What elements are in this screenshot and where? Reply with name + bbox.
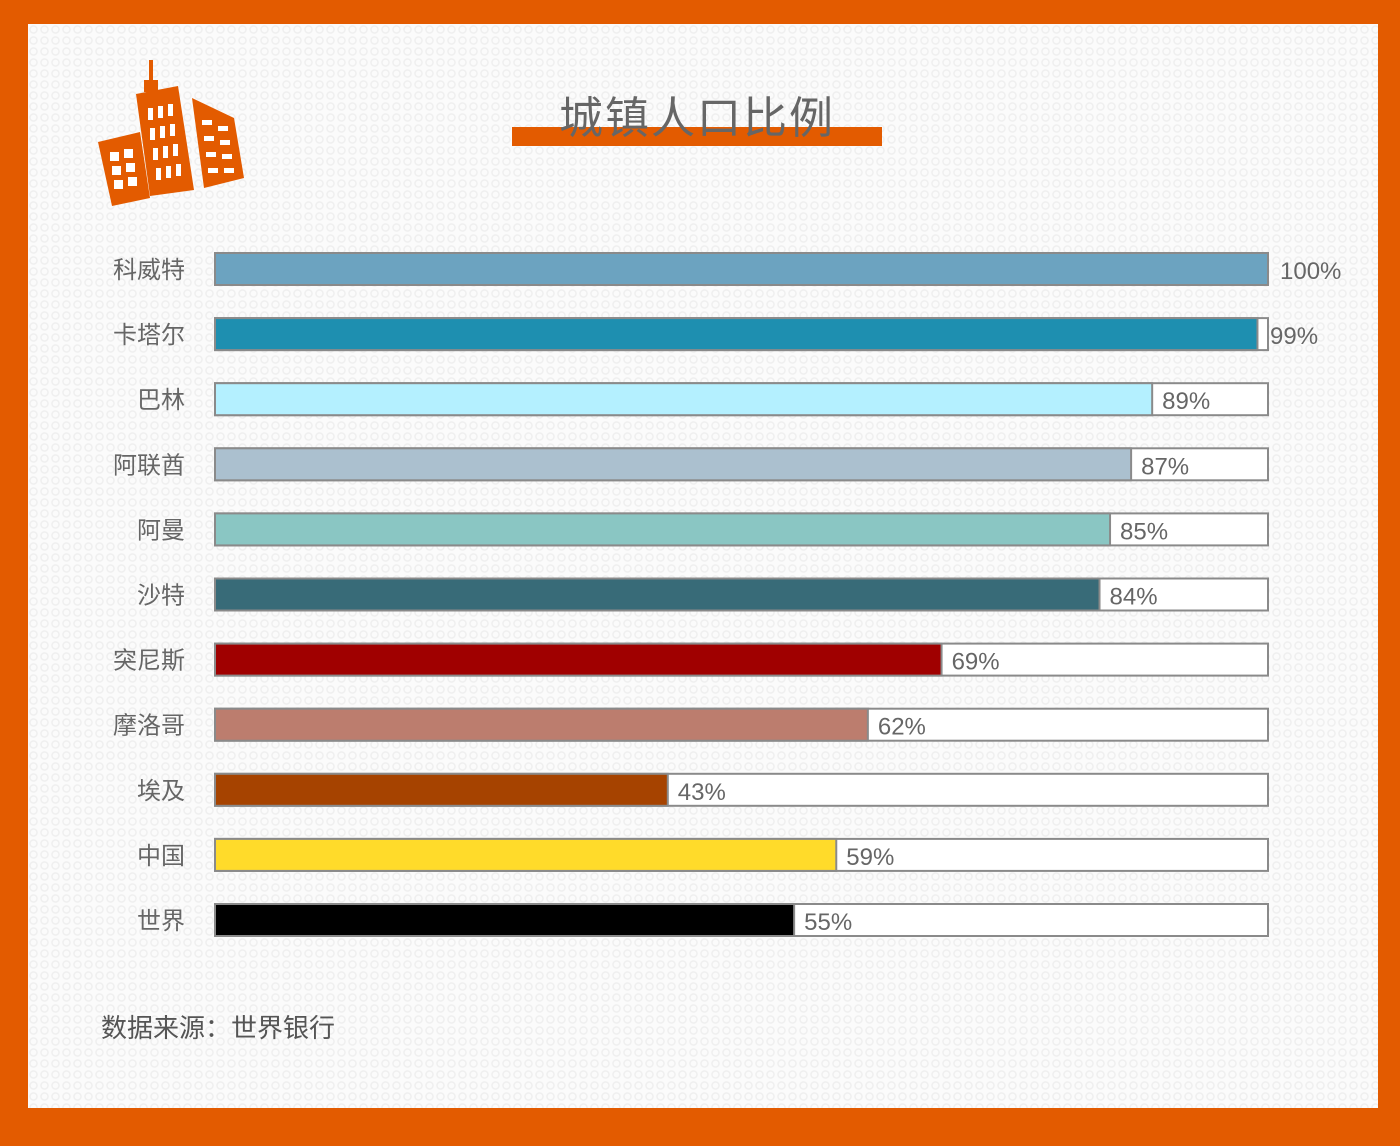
- category-label: 埃及: [137, 777, 185, 805]
- category-label: 沙特: [137, 582, 185, 610]
- category-label: 巴林: [137, 386, 185, 414]
- bar: [214, 447, 1133, 482]
- data-label: 69%: [952, 649, 1000, 676]
- data-label: 59%: [846, 844, 894, 871]
- category-label: 科威特: [113, 256, 185, 284]
- bar: [214, 837, 838, 872]
- category-label: 阿曼: [137, 516, 185, 544]
- bar: [214, 382, 1154, 417]
- data-label: 89%: [1162, 388, 1210, 415]
- bar: [214, 707, 869, 742]
- bar: [214, 903, 796, 937]
- data-label: 99%: [1270, 323, 1318, 350]
- title-underline: [512, 127, 882, 146]
- bar: [214, 772, 669, 807]
- data-label: 43%: [678, 779, 726, 806]
- category-label: 阿联酋: [113, 451, 185, 479]
- bar: [214, 512, 1112, 547]
- data-label: 84%: [1110, 584, 1158, 611]
- bar: [214, 317, 1259, 352]
- data-source: 数据来源：世界银行: [101, 1014, 336, 1044]
- category-label: 中国: [137, 842, 185, 870]
- bar-chart: 科威特 100% 卡塔尔 99% 巴林 89% 阿联酋 87% 阿曼 85% 沙特 84% 突尼斯 69%…: [113, 252, 1341, 937]
- category-label: 突尼斯: [113, 647, 185, 675]
- data-label: 55%: [804, 909, 852, 936]
- data-label: 62%: [878, 714, 926, 741]
- bar: [214, 642, 943, 677]
- data-label: 100%: [1280, 258, 1341, 285]
- chart-title: 城镇人口比例: [559, 93, 835, 144]
- category-label: 世界: [137, 907, 185, 935]
- buildings-icon: [98, 60, 244, 206]
- bar: [214, 252, 1269, 286]
- data-label: 87%: [1141, 453, 1189, 480]
- bar: [214, 577, 1101, 612]
- category-label: 卡塔尔: [113, 321, 185, 349]
- data-label: 85%: [1120, 518, 1168, 545]
- category-label: 摩洛哥: [113, 712, 185, 740]
